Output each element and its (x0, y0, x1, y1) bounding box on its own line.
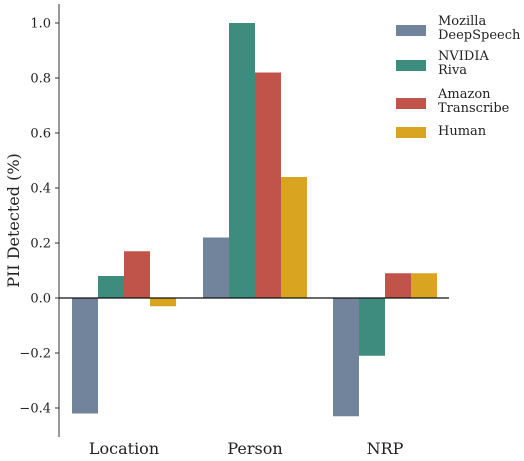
y-axis-label: PII Detected (%) (4, 153, 23, 288)
bar-amazon-transcribe-nrp (385, 273, 411, 298)
legend-label: NVIDIA Riva (438, 49, 489, 78)
bars (59, 23, 449, 417)
bar-mozilla-deepspeech-location (72, 298, 98, 414)
legend-entry: NVIDIA Riva (396, 49, 489, 78)
category-labels: Location Person NRP (89, 439, 404, 458)
legend-label: Human (438, 124, 487, 139)
legend-label: Mozilla DeepSpeech (438, 14, 521, 43)
legend-swatch (396, 25, 426, 36)
bar-mozilla-deepspeech-nrp (333, 298, 359, 417)
bar-human-person (281, 177, 307, 298)
legend-entry: Amazon Transcribe (396, 87, 510, 116)
category-label-person: Person (227, 439, 282, 458)
bar-human-nrp (411, 273, 437, 298)
y-tick-label: 0.8 (30, 72, 51, 87)
bar-human-location (150, 298, 176, 307)
bar-amazon-transcribe-person (255, 72, 281, 298)
legend-entry: Mozilla DeepSpeech (396, 14, 521, 43)
category-label-nrp: NRP (367, 439, 404, 458)
y-tick-label: −0.2 (19, 347, 51, 362)
y-tick-label: −0.4 (19, 402, 51, 417)
y-tick-label: 0.4 (30, 182, 51, 197)
bar-mozilla-deepspeech-person (203, 237, 229, 298)
y-tick-label: 1.0 (30, 17, 51, 32)
bar-nvidia-riva-nrp (359, 298, 385, 356)
y-tick-label: 0.2 (30, 237, 51, 252)
legend-swatch (396, 127, 426, 138)
axes: −0.4 −0.2 0.0 0.2 0.4 0.6 0.8 1.0 (19, 4, 60, 437)
bar-amazon-transcribe-location (124, 251, 150, 298)
legend-swatch (396, 60, 426, 71)
category-label-location: Location (89, 439, 159, 458)
y-tick-label: 0.0 (30, 292, 51, 307)
legend-entry: Human (396, 124, 487, 139)
bar-nvidia-riva-location (98, 276, 124, 298)
legend-swatch (396, 98, 426, 109)
legend: Mozilla DeepSpeech NVIDIA Riva Amazon Transcr… (396, 14, 521, 139)
bar-nvidia-riva-person (229, 23, 255, 298)
y-tick-label: 0.6 (30, 127, 51, 142)
legend-label: Amazon Transcribe (437, 87, 510, 116)
